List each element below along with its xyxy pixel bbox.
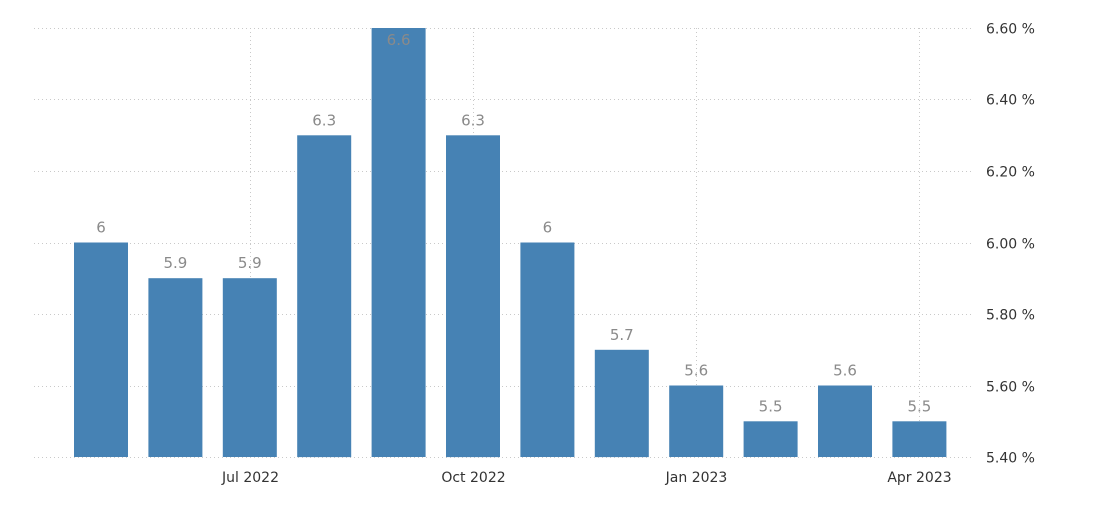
bar [743,421,798,457]
bar [74,242,128,457]
x-axis: Jul 2022 Oct 2022 Jan 2023 Apr 2023 [221,470,952,486]
bar [222,278,277,457]
bar [297,135,352,458]
data-label: 6 [96,219,106,237]
x-tick-label: Apr 2023 [887,470,951,486]
y-tick-label: 5.80 % [986,308,1035,324]
bar [371,28,426,457]
data-label: 5.6 [833,362,857,380]
bar [446,135,500,458]
y-tick-label: 6.40 % [986,93,1035,109]
bars [74,28,947,458]
bar [520,242,575,457]
y-tick-label: 6.00 % [986,237,1035,253]
x-tick-label: Oct 2022 [441,470,505,486]
x-tick-label: Jan 2023 [665,470,728,486]
data-label: 5.7 [610,326,634,344]
bar [669,385,724,457]
y-tick-label: 5.40 % [986,451,1035,467]
bar [594,349,649,458]
data-label: 5.6 [684,362,708,380]
bar [818,385,872,457]
x-tick-label: Jul 2022 [221,470,279,486]
bar [892,421,947,457]
data-label: 5.9 [238,254,262,272]
y-tick-label: 6.20 % [986,165,1035,181]
grid-lines [34,28,972,458]
y-axis: 6.60 % 6.40 % 6.20 % 6.00 % 5.80 % 5.60 % 5.40… [986,22,1035,467]
data-labels: 6 5.9 5.9 6.3 6.6 6.3 6 5.7 5.6 5.5 5.6 5.5 [96,31,931,415]
bar [148,278,203,457]
data-label: 5.5 [907,397,931,415]
y-tick-label: 6.60 % [986,22,1035,38]
data-label: 6.6 [387,31,411,49]
data-label: 6.3 [312,111,336,129]
data-label: 5.5 [759,397,783,415]
data-label: 6 [543,219,553,237]
data-label: 6.3 [461,111,485,129]
data-label: 5.9 [163,254,187,272]
y-tick-label: 5.60 % [986,380,1035,396]
